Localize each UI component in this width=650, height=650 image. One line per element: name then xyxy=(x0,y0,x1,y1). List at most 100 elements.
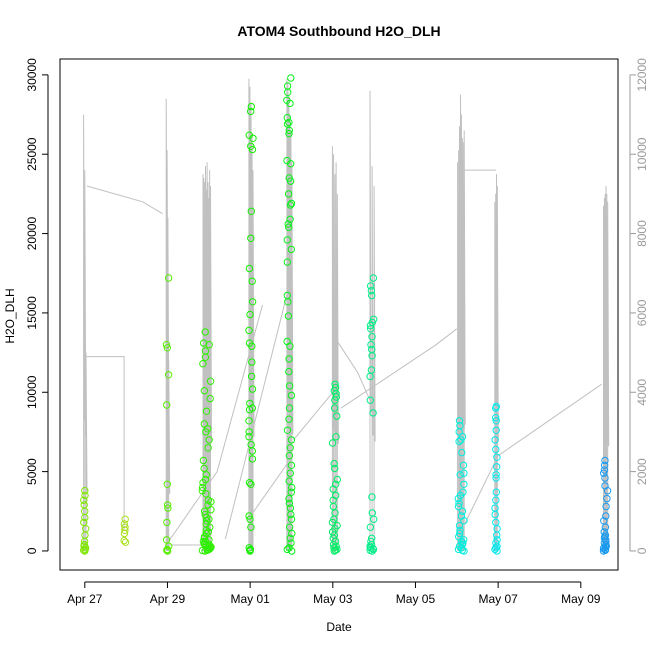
data-point xyxy=(286,534,294,542)
data-point xyxy=(333,475,341,484)
secondary-spike xyxy=(85,352,88,551)
data-point xyxy=(247,107,255,116)
data-point xyxy=(287,74,295,82)
data-point xyxy=(246,547,254,555)
data-point xyxy=(460,480,468,488)
secondary-spike xyxy=(369,90,372,551)
data-point xyxy=(368,352,376,360)
data-point xyxy=(202,541,210,550)
data-point xyxy=(200,507,209,515)
data-point xyxy=(120,529,129,538)
data-point xyxy=(331,396,339,404)
data-point xyxy=(245,406,254,414)
data-point xyxy=(493,463,501,471)
data-point xyxy=(248,358,256,366)
data-point xyxy=(492,544,500,552)
y-tick-label: 5000 xyxy=(25,458,39,485)
y-tick-label: 10000 xyxy=(25,375,39,409)
data-point xyxy=(458,448,466,457)
data-point xyxy=(121,538,130,546)
data-point xyxy=(202,428,210,436)
data-point xyxy=(284,312,293,320)
y2-tick-label: 12000 xyxy=(635,58,649,92)
chart-title: ATOM4 Southbound H2O_DLH xyxy=(237,23,440,39)
data-point xyxy=(287,515,296,523)
y-axis-label: H2O_DLH xyxy=(3,288,17,343)
data-point xyxy=(246,515,254,523)
data-point xyxy=(603,494,611,503)
data-point xyxy=(366,396,374,404)
data-point xyxy=(333,412,341,420)
data-point xyxy=(247,207,256,216)
data-point xyxy=(492,404,500,412)
data-point xyxy=(121,515,129,523)
data-point xyxy=(198,546,207,555)
data-point xyxy=(492,417,500,425)
secondary-spike xyxy=(331,146,334,551)
secondary-spike xyxy=(252,170,255,551)
secondary-spike xyxy=(371,166,374,551)
data-point xyxy=(162,536,171,544)
secondary-spike xyxy=(83,114,86,551)
data-point xyxy=(247,372,256,381)
data-point xyxy=(369,274,378,282)
data-point xyxy=(367,287,376,295)
data-point xyxy=(602,512,610,520)
data-point xyxy=(288,547,296,555)
data-point xyxy=(81,547,89,555)
data-point xyxy=(456,529,464,538)
data-point xyxy=(287,488,295,496)
data-point xyxy=(163,344,172,352)
data-point xyxy=(599,547,608,555)
data-point xyxy=(456,471,464,479)
data-point xyxy=(492,474,500,482)
data-point xyxy=(245,264,254,273)
data-point xyxy=(203,517,211,525)
data-point xyxy=(285,477,293,485)
data-point xyxy=(81,487,89,495)
data-point xyxy=(331,546,340,554)
data-point xyxy=(330,404,339,412)
data-point xyxy=(287,510,295,519)
secondary-spike xyxy=(373,185,376,551)
data-point xyxy=(330,460,338,468)
data-point xyxy=(163,401,171,409)
data-point xyxy=(164,504,172,512)
data-point xyxy=(367,341,375,349)
data-point xyxy=(201,328,209,336)
data-point xyxy=(248,455,257,463)
data-point xyxy=(163,501,172,509)
data-point xyxy=(245,428,253,436)
data-point xyxy=(200,420,209,428)
data-point xyxy=(285,494,293,503)
data-point xyxy=(492,426,500,434)
data-point xyxy=(81,491,89,500)
data-point xyxy=(121,526,129,534)
plot-frame xyxy=(59,58,619,571)
secondary-series-layer xyxy=(83,78,610,551)
data-point xyxy=(287,245,295,254)
y2-tick-label: 8000 xyxy=(635,220,649,247)
data-point xyxy=(202,471,211,479)
data-point xyxy=(245,417,253,425)
secondary-spike xyxy=(333,154,336,551)
data-point xyxy=(285,415,293,423)
secondary-spike xyxy=(84,170,87,551)
data-point xyxy=(247,234,255,243)
data-point xyxy=(602,537,610,546)
data-point xyxy=(286,201,295,209)
secondary-spike xyxy=(607,201,610,551)
data-point xyxy=(285,452,294,460)
y2-tick-label: 6000 xyxy=(635,299,649,326)
y-tick-label: 0 xyxy=(25,547,39,554)
data-point xyxy=(491,510,499,519)
data-point xyxy=(247,102,256,111)
x-tick-label: Apr 29 xyxy=(150,592,186,606)
x-tick-label: May 03 xyxy=(313,592,353,606)
secondary-spike xyxy=(335,162,338,551)
data-point xyxy=(207,498,215,506)
data-point xyxy=(454,494,462,503)
data-point xyxy=(80,496,88,504)
data-point xyxy=(204,528,213,536)
